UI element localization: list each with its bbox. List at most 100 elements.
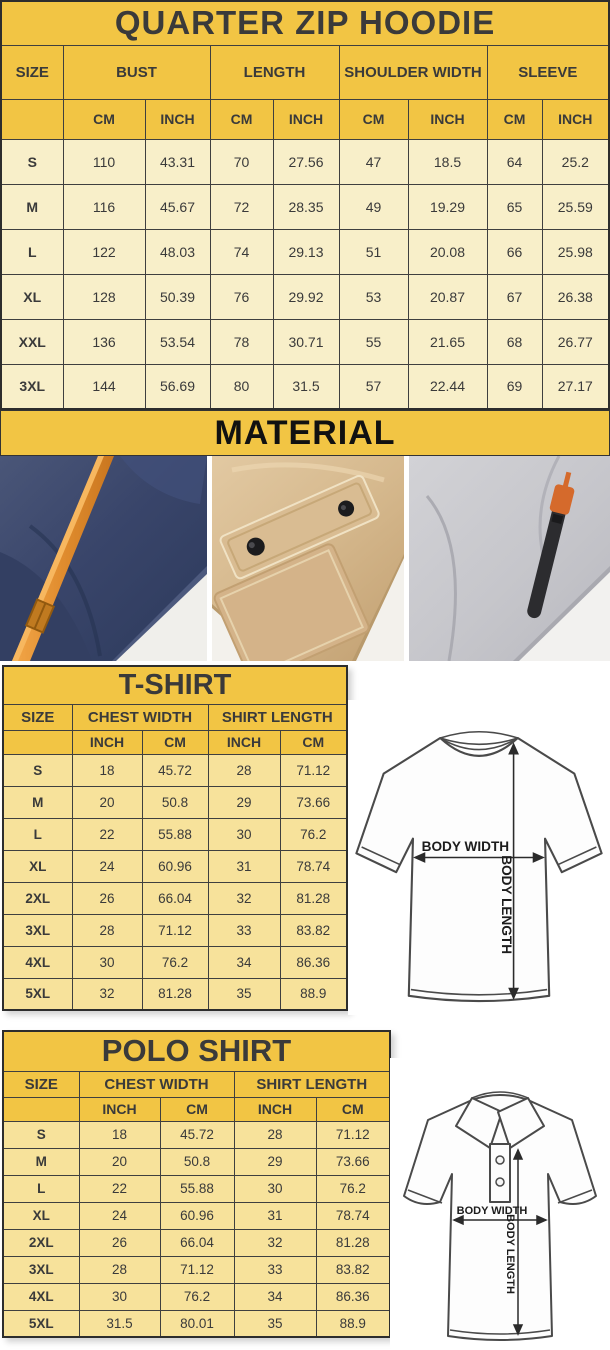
polo-row-size: 2XL [2,1228,80,1257]
hoodie-cell-bust-inch: 45.67 [144,183,211,230]
polo-table-row: 5XL 31.5 80.01 35 88.9 [2,1309,391,1338]
hoodie-unit-shoulder-inch: INCH [407,98,488,140]
hoodie-cell-shoulder-inch: 20.87 [407,273,488,320]
hoodie-cell-sleeve-cm: 69 [486,363,543,410]
tshirt-cell-chest-inch: 32 [71,977,143,1011]
tshirt-cell-length-inch: 28 [207,753,281,787]
polo-row-size: L [2,1174,80,1203]
hoodie-cell-length-cm: 76 [209,273,274,320]
hoodie-cell-sleeve-cm: 66 [486,228,543,275]
polo-cell-length-inch: 31 [233,1201,317,1230]
tshirt-cell-chest-cm: 45.72 [141,753,209,787]
hoodie-cell-bust-cm: 144 [62,363,146,410]
hoodie-unit-shoulder-cm: CM [338,98,409,140]
body-width-arrow [413,852,545,863]
hoodie-cell-sleeve-cm: 68 [486,318,543,365]
hoodie-cell-shoulder-inch: 21.65 [407,318,488,365]
tshirt-table-row: L 22 55.88 30 76.2 [2,817,348,851]
tshirt-cell-chest-inch: 18 [71,753,143,787]
tshirt-cell-chest-cm: 76.2 [141,945,209,979]
tshirt-diagram: BODY WIDTH BODY LENGTH [348,700,610,1015]
hoodie-cell-bust-cm: 110 [62,138,146,185]
tshirt-row-size: 3XL [2,913,73,947]
tshirt-table-title: T-SHIRT [2,665,348,705]
hoodie-row-size: XXL [0,318,64,365]
body-width-arrow [452,1214,548,1226]
hoodie-row-size: L [0,228,64,275]
hoodie-cell-bust-inch: 43.31 [144,138,211,185]
tshirt-cell-length-cm: 81.28 [279,881,348,915]
hoodie-cell-sleeve-inch: 25.98 [541,228,610,275]
polo-cell-length-cm: 83.82 [315,1255,391,1284]
material-photo-khaki-snap-pocket [212,456,404,661]
tshirt-table-row: 4XL 30 76.2 34 86.36 [2,945,348,979]
hoodie-unit-sleeve-inch: INCH [541,98,610,140]
hoodie-cell-length-inch: 29.13 [272,228,340,275]
hoodie-table-row: L 122 48.03 74 29.13 51 20.08 66 25.98 [0,228,610,275]
polo-col-shirt-length: SHIRT LENGTH [233,1070,391,1098]
hoodie-cell-shoulder-inch: 18.5 [407,138,488,185]
tshirt-size-chart: T-SHIRT SIZE CHEST WIDTH SHIRT LENGTH IN… [2,665,349,1011]
tshirt-table-row: 2XL 26 66.04 32 81.28 [2,881,348,915]
tshirt-cell-chest-cm: 55.88 [141,817,209,851]
body-length-arrow [512,1148,524,1336]
hoodie-table-row: 3XL 144 56.69 80 31.5 57 22.44 69 27.17 [0,363,610,410]
hoodie-cell-shoulder-inch: 20.08 [407,228,488,275]
material-photo-gray-zipper [409,456,610,661]
tshirt-cell-chest-inch: 24 [71,849,143,883]
tshirt-col-chest-width: CHEST WIDTH [71,703,209,731]
tshirt-row-size: M [2,785,73,819]
tshirt-cell-length-cm: 76.2 [279,817,348,851]
polo-cell-chest-inch: 24 [78,1201,161,1230]
polo-table-row: L 22 55.88 30 76.2 [2,1174,391,1203]
polo-cell-length-inch: 34 [233,1282,317,1311]
polo-cell-chest-cm: 50.8 [159,1147,235,1176]
tshirt-row-size: XL [2,849,73,883]
polo-cell-length-inch: 29 [233,1147,317,1176]
hoodie-cell-length-cm: 80 [209,363,274,410]
tshirt-cell-length-inch: 33 [207,913,281,947]
hoodie-cell-shoulder-cm: 47 [338,138,409,185]
hoodie-table-title: QUARTER ZIP HOODIE [0,0,610,46]
hoodie-cell-bust-cm: 128 [62,273,146,320]
tshirt-row-size: S [2,753,73,787]
polo-cell-chest-cm: 80.01 [159,1309,235,1338]
hoodie-cell-sleeve-inch: 26.38 [541,273,610,320]
tshirt-cell-length-inch: 32 [207,881,281,915]
polo-cell-chest-cm: 60.96 [159,1201,235,1230]
polo-cell-chest-cm: 71.12 [159,1255,235,1284]
hoodie-row-size: XL [0,273,64,320]
tshirt-body-length-label: BODY LENGTH [499,855,514,954]
polo-body-length-label: BODY LENGTH [504,1214,516,1294]
tshirt-row-size: 4XL [2,945,73,979]
polo-cell-length-inch: 28 [233,1120,317,1149]
hoodie-col-shoulder-width: SHOULDER WIDTH [338,44,488,100]
polo-cell-length-inch: 30 [233,1174,317,1203]
hoodie-cell-length-cm: 78 [209,318,274,365]
polo-col-chest-width: CHEST WIDTH [78,1070,235,1098]
hoodie-cell-sleeve-inch: 27.17 [541,363,610,410]
tshirt-unit-blank [2,729,73,755]
polo-row-size: 5XL [2,1309,80,1338]
polo-cell-length-cm: 76.2 [315,1174,391,1203]
material-photo-strip [0,456,610,661]
polo-cell-chest-inch: 30 [78,1282,161,1311]
tshirt-col-size: SIZE [2,703,73,731]
polo-unit-length-cm: CM [315,1096,391,1122]
polo-row-size: XL [2,1201,80,1230]
polo-size-chart: POLO SHIRT SIZE CHEST WIDTH SHIRT LENGTH… [2,1030,392,1338]
tshirt-unit-chest-inch: INCH [71,729,143,755]
polo-table-title: POLO SHIRT [2,1030,391,1072]
polo-cell-length-cm: 81.28 [315,1228,391,1257]
polo-cell-chest-inch: 20 [78,1147,161,1176]
polo-row-size: 3XL [2,1255,80,1284]
hoodie-cell-shoulder-cm: 49 [338,183,409,230]
tshirt-cell-length-inch: 34 [207,945,281,979]
tshirt-cell-chest-inch: 22 [71,817,143,851]
hoodie-col-bust: BUST [62,44,211,100]
hoodie-cell-bust-inch: 56.69 [144,363,211,410]
polo-table-row: M 20 50.8 29 73.66 [2,1147,391,1176]
polo-cell-length-cm: 88.9 [315,1309,391,1338]
polo-cell-length-inch: 32 [233,1228,317,1257]
hoodie-cell-sleeve-cm: 65 [486,183,543,230]
